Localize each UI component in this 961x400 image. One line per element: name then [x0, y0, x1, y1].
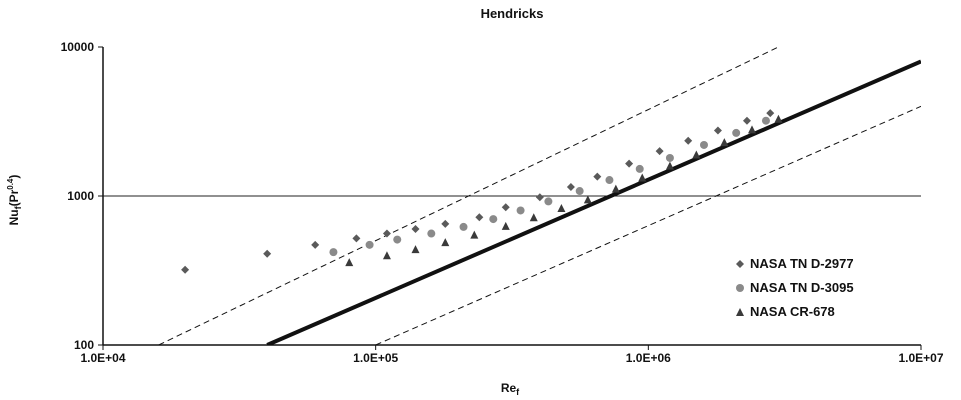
data-point [575, 187, 584, 196]
y-tick-label: 100 [74, 338, 94, 352]
data-point [181, 265, 190, 274]
y-tick-labels: 100 1000 10000 [61, 40, 95, 352]
legend-marker [736, 308, 744, 316]
legend-label: NASA TN D-2977 [750, 256, 854, 271]
data-point [748, 125, 757, 134]
data-point [665, 161, 674, 170]
x-axis-label-main: Re [501, 381, 517, 395]
data-point [441, 238, 450, 247]
data-point [516, 206, 525, 215]
data-point [720, 138, 729, 147]
data-point [470, 230, 479, 239]
dashed-bound-line [158, 46, 779, 345]
y-axis-label: Nuf(Pr0.4) [6, 175, 23, 226]
data-point [382, 229, 391, 238]
data-point [761, 116, 770, 125]
legend-label: NASA CR-678 [750, 304, 835, 319]
data-point [713, 126, 722, 135]
data-point [655, 147, 664, 156]
legend: NASA TN D-2977 NASA TN D-3095 NASA CR-678 [736, 256, 854, 319]
data-point [501, 203, 510, 212]
y-axis-label-main: Nu [7, 209, 21, 225]
correlation-line [266, 59, 921, 345]
data-point [699, 140, 708, 149]
data-point [535, 193, 544, 202]
dashed-bound-line [375, 105, 921, 345]
data-point [441, 219, 450, 228]
x-tick-label: 1.0E+06 [626, 351, 671, 365]
data-point [411, 245, 420, 254]
data-point [684, 136, 693, 145]
data-point [625, 159, 634, 168]
data-point [529, 213, 538, 222]
data-point [583, 195, 592, 204]
data-point [311, 240, 320, 249]
axes [98, 46, 922, 350]
x-tick-label: 1.0E+04 [80, 351, 125, 365]
data-point [742, 116, 751, 125]
data-points [181, 109, 783, 274]
data-point [489, 215, 498, 224]
reference-lines [158, 46, 921, 345]
x-axis-label: Ref [501, 381, 520, 397]
x-tick-label: 1.0E+05 [353, 351, 398, 365]
data-point [427, 229, 436, 238]
data-point [638, 173, 647, 182]
data-point [605, 176, 614, 185]
y-tick-label: 10000 [61, 40, 95, 54]
data-point [593, 172, 602, 181]
y-axis-label-sub: f [13, 205, 23, 209]
legend-marker [736, 260, 744, 268]
data-point [766, 109, 775, 118]
data-point [459, 222, 468, 231]
data-point [611, 184, 620, 193]
legend-marker [736, 284, 744, 292]
x-tick-label: 1.0E+07 [898, 351, 943, 365]
data-point [692, 150, 701, 159]
data-point [557, 204, 566, 213]
data-point [365, 240, 374, 249]
data-point [665, 153, 674, 162]
data-point [635, 164, 644, 173]
x-tick-labels: 1.0E+04 1.0E+05 1.0E+06 1.0E+07 [80, 351, 943, 365]
data-point [774, 114, 783, 123]
data-point [732, 128, 741, 137]
data-point [544, 197, 553, 206]
data-point [329, 248, 338, 257]
data-point [382, 251, 391, 260]
data-point [501, 221, 510, 230]
y-axis-label-sup: 0.4 [6, 178, 15, 190]
data-point [411, 225, 420, 234]
x-axis-label-sub: f [516, 387, 520, 397]
data-point [475, 213, 484, 222]
data-point [345, 258, 354, 267]
y-tick-label: 1000 [67, 189, 94, 203]
y-axis-label-end: ) [7, 175, 21, 179]
y-axis-label-rest: (Pr [7, 189, 21, 206]
chart-title: Hendricks [481, 6, 544, 21]
data-point [263, 249, 272, 258]
data-point [566, 182, 575, 191]
data-point [352, 234, 361, 243]
data-point [393, 235, 402, 244]
legend-label: NASA TN D-3095 [750, 280, 854, 295]
